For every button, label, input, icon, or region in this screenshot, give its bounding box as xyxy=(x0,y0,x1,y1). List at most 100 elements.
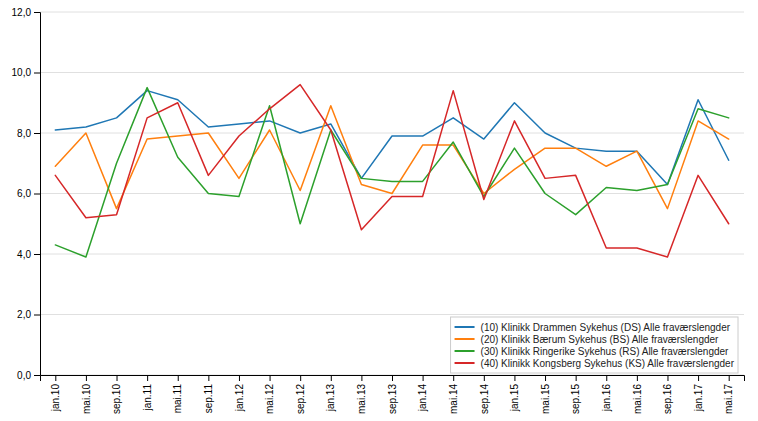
legend-item: (40) Klinikk Kongsberg Sykehus (KS) Alle… xyxy=(455,358,735,369)
series-line xyxy=(55,106,728,209)
legend-item: (30) Klinikk Ringerike Sykehus (RS) Alle… xyxy=(455,346,730,357)
y-tick: 6,0 xyxy=(17,188,40,199)
x-tick-mark xyxy=(361,375,362,381)
x-tick: jan.14 xyxy=(417,375,428,412)
grid-line xyxy=(40,72,744,73)
series-line xyxy=(55,85,728,257)
x-tick: mai.17 xyxy=(723,375,734,414)
legend-label: (40) Klinikk Kongsberg Sykehus (KS) Alle… xyxy=(481,358,735,369)
y-tick-mark xyxy=(34,375,40,376)
y-tick: 12,0 xyxy=(12,7,40,18)
x-tick-label: jan.14 xyxy=(417,384,428,413)
x-tick: jan.15 xyxy=(509,375,520,412)
x-tick: mai.16 xyxy=(632,375,643,414)
y-tick-label: 6,0 xyxy=(17,188,31,199)
x-tick: sep.12 xyxy=(295,375,306,414)
x-tick-label: sep.13 xyxy=(387,384,398,414)
x-tick-label: mai.17 xyxy=(723,384,734,414)
y-tick-label: 4,0 xyxy=(17,249,31,260)
x-tick-mark xyxy=(423,375,424,381)
legend-label: (30) Klinikk Ringerike Sykehus (RS) Alle… xyxy=(481,346,730,357)
x-tick: mai.11 xyxy=(172,375,183,413)
x-tick-label: mai.16 xyxy=(632,384,643,414)
x-tick-label: jan.15 xyxy=(509,384,520,413)
legend-item: (10) Klinikk Drammen Sykehus (DS) Alle f… xyxy=(455,322,731,333)
x-tick: jan.13 xyxy=(325,375,336,412)
y-tick-mark xyxy=(34,133,40,134)
x-tick: mai.10 xyxy=(81,375,92,414)
x-tick-label: jan.17 xyxy=(693,384,704,413)
y-tick-label: 10,0 xyxy=(12,67,32,78)
legend-label: (20) Klinikk Bærum Sykehus (BS) Alle fra… xyxy=(481,334,720,345)
x-tick-label: jan.11 xyxy=(142,384,153,412)
y-tick-mark xyxy=(34,73,40,74)
x-tick-mark xyxy=(117,375,118,381)
x-tick-label: jan.10 xyxy=(50,384,61,413)
x-tick-label: sep.12 xyxy=(295,384,306,414)
y-tick: 2,0 xyxy=(17,309,40,320)
x-axis-line xyxy=(41,376,745,382)
x-tick-mark xyxy=(300,375,301,381)
x-tick: mai.14 xyxy=(448,375,459,414)
grid xyxy=(40,12,744,375)
y-axis: 0,0 2,0 4,0 6,0 8,0 10,0 12,0 xyxy=(12,7,41,381)
y-tick: 4,0 xyxy=(17,249,40,260)
lines xyxy=(55,85,728,257)
grid-line xyxy=(40,314,744,315)
x-tick-label: jan.13 xyxy=(325,384,336,413)
legend: (10) Klinikk Drammen Sykehus (DS) Alle f… xyxy=(451,317,738,373)
legend-item: (20) Klinikk Bærum Sykehus (BS) Alle fra… xyxy=(455,334,720,345)
x-tick-label: mai.15 xyxy=(540,384,551,414)
y-tick-mark xyxy=(34,194,40,195)
x-tick: jan.10 xyxy=(50,375,61,412)
x-tick: jan.11 xyxy=(142,375,153,412)
x-tick-label: mai.11 xyxy=(172,384,183,414)
grid-line xyxy=(40,133,744,134)
plot: 0,0 2,0 4,0 6,0 8,0 10,0 12,0 jan.10 mai.10 sep.1… xyxy=(12,7,745,414)
x-tick: mai.12 xyxy=(264,375,275,414)
y-tick: 10,0 xyxy=(12,67,40,78)
x-tick-mark xyxy=(178,375,179,381)
x-tick: sep.14 xyxy=(479,375,490,414)
x-tick-mark xyxy=(606,375,607,381)
x-tick-mark xyxy=(545,375,546,381)
x-tick: sep.13 xyxy=(387,375,398,414)
x-tick: sep.15 xyxy=(570,375,581,414)
x-tick: jan.12 xyxy=(234,375,245,412)
x-tick: jan.16 xyxy=(601,375,612,412)
chart: 0,0 2,0 4,0 6,0 8,0 10,0 12,0 jan.10 mai.10 sep.1… xyxy=(0,0,758,421)
y-tick-label: 0,0 xyxy=(17,370,31,381)
x-tick-mark xyxy=(270,375,271,381)
legend-swatch xyxy=(455,326,475,328)
x-tick-mark xyxy=(208,375,209,381)
x-tick-mark xyxy=(514,375,515,381)
x-tick-mark xyxy=(484,375,485,381)
x-tick: sep.16 xyxy=(662,375,673,414)
x-tick-mark xyxy=(576,375,577,381)
y-tick-label: 12,0 xyxy=(12,7,32,18)
y-tick: 8,0 xyxy=(17,128,40,139)
y-tick-mark xyxy=(34,315,40,316)
x-tick-label: sep.15 xyxy=(570,384,581,414)
x-tick: sep.11 xyxy=(203,375,214,413)
grid-line xyxy=(40,254,744,255)
x-tick: mai.13 xyxy=(356,375,367,414)
x-tick-label: mai.10 xyxy=(81,384,92,414)
x-tick-label: mai.13 xyxy=(356,384,367,414)
x-tick-label: jan.16 xyxy=(601,384,612,413)
x-tick-mark xyxy=(392,375,393,381)
grid-line xyxy=(40,12,744,13)
x-tick-label: mai.14 xyxy=(448,384,459,414)
x-tick-mark xyxy=(637,375,638,381)
y-tick-label: 8,0 xyxy=(17,128,31,139)
x-axis: jan.10 mai.10 sep.10 jan.11 mai.11 sep.11 jan.… xyxy=(41,375,745,414)
x-tick-mark xyxy=(239,375,240,381)
x-tick-label: mai.12 xyxy=(264,384,275,414)
x-tick: jan.17 xyxy=(693,375,704,412)
x-tick: sep.10 xyxy=(111,375,122,414)
x-tick-mark xyxy=(698,375,699,381)
x-tick-label: sep.14 xyxy=(479,384,490,414)
y-tick-mark xyxy=(34,12,40,13)
x-tick-label: jan.12 xyxy=(234,384,245,413)
legend-swatch xyxy=(455,338,475,340)
